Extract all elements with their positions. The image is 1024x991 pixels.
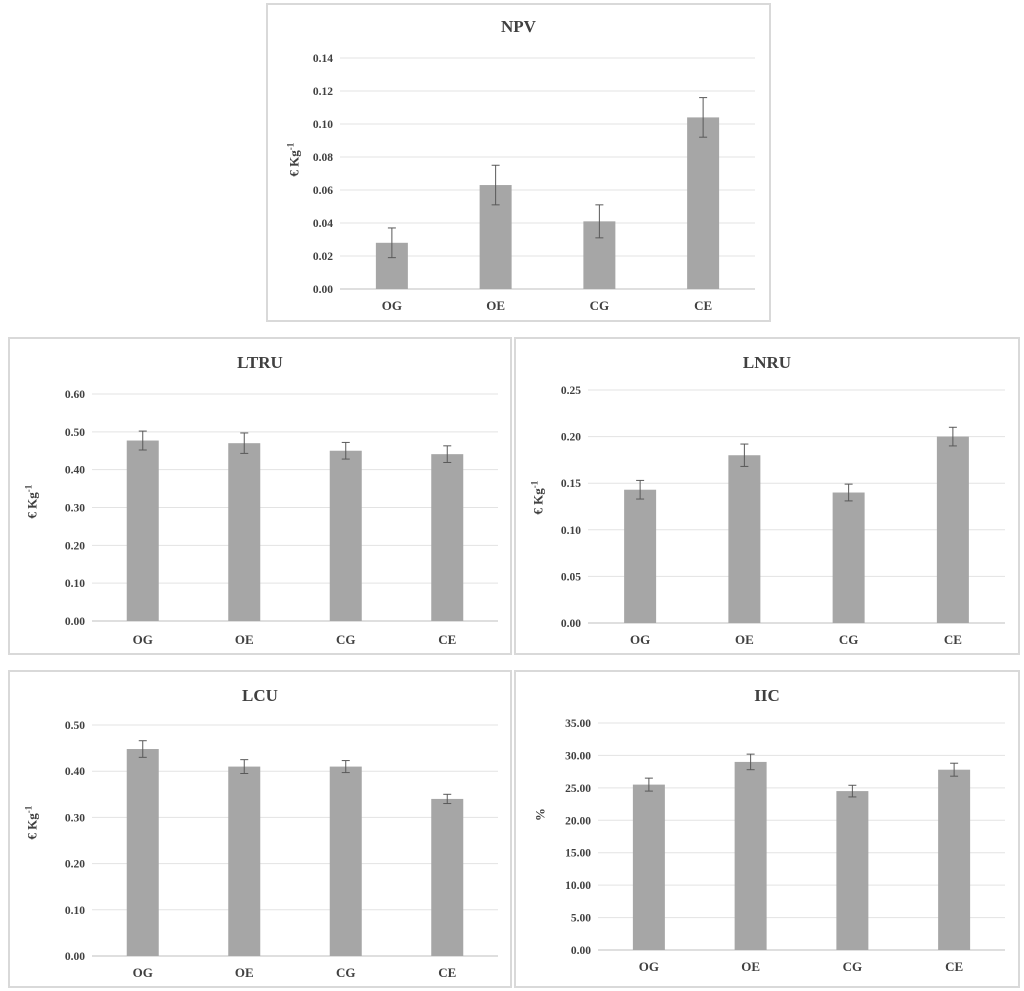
bar-og [126, 440, 159, 621]
bar-og [624, 489, 657, 623]
y-tick-label: 0.15 [561, 478, 581, 490]
y-tick-label: 0.20 [561, 432, 581, 444]
chart-panel-ltru: LTRU € Kg-1 0.00 0.10 0.20 0.30 0.40 0.50 0.60… [8, 337, 512, 655]
y-tick-label: 25.00 [565, 783, 591, 795]
x-tick-label: CG [843, 959, 863, 974]
x-tick-label: CE [944, 632, 962, 647]
bar-cg [329, 450, 362, 621]
chart-title: LNRU [742, 353, 792, 372]
bar-oe [228, 766, 261, 956]
x-tick-label: OG [382, 298, 402, 313]
bar-oe [728, 455, 761, 623]
x-tick-label: CE [438, 965, 456, 980]
bar-cg [832, 492, 865, 623]
y-tick-label: 0.02 [313, 251, 333, 263]
y-tick-label: 0.30 [65, 503, 85, 515]
bar-oe [228, 443, 261, 621]
y-tick-label: 0.00 [65, 616, 85, 628]
y-tick-label: 0.60 [65, 389, 85, 401]
x-tick-label: CG [590, 298, 610, 313]
chart-title: NPV [501, 17, 536, 36]
chart-panel-npv: NPV € Kg-1 0.00 0.02 0.04 0.06 0.08 0.10 0.12 0… [266, 3, 771, 322]
y-tick-label: 0.50 [65, 720, 85, 732]
y-tick-label: 15.00 [565, 848, 591, 860]
y-tick-label: 0.04 [313, 218, 333, 230]
chart-plot-npv: 0.00 0.02 0.04 0.06 0.08 0.10 0.12 0.14 OG OE CG CE [313, 53, 755, 313]
y-tick-label: 0.10 [561, 525, 581, 537]
y-tick-label: 0.08 [313, 152, 333, 164]
x-tick-label: OE [486, 298, 505, 313]
y-tick-label: 0.06 [313, 185, 333, 197]
chart-title: LTRU [237, 353, 283, 372]
y-tick-label: 0.00 [313, 284, 333, 296]
bar-cg [836, 791, 869, 950]
x-tick-label: CE [945, 959, 963, 974]
bar-ce [431, 454, 464, 621]
x-tick-label: CG [839, 632, 859, 647]
chart-plot-lcu: 0.00 0.10 0.20 0.30 0.40 0.50 OG OE CG CE [65, 720, 498, 980]
bar-ce [938, 769, 971, 950]
y-tick-label: 5.00 [571, 913, 591, 925]
y-tick-label: 0.10 [313, 119, 333, 131]
bar-ce [936, 436, 969, 623]
y-tick-label: 35.00 [565, 718, 591, 730]
x-tick-label: CG [336, 632, 356, 647]
y-tick-label: 0.20 [65, 859, 85, 871]
x-tick-label: OG [133, 965, 153, 980]
y-tick-label: 0.10 [65, 578, 85, 590]
bar-cg [329, 766, 362, 956]
y-tick-label: 0.00 [571, 945, 591, 957]
x-tick-label: OE [235, 965, 254, 980]
y-tick-label: 0.10 [65, 905, 85, 917]
y-tick-label: 0.40 [65, 465, 85, 477]
y-tick-label: 0.30 [65, 812, 85, 824]
y-tick-label: 0.20 [65, 540, 85, 552]
chart-panel-iic: IIC % 0.00 5.00 10.00 15.00 20.00 25.00 30.00 3… [514, 670, 1020, 988]
y-tick-label: 20.00 [565, 815, 591, 827]
x-tick-label: OE [741, 959, 760, 974]
x-tick-label: CE [694, 298, 712, 313]
x-tick-label: CG [336, 965, 356, 980]
x-tick-label: CE [438, 632, 456, 647]
y-tick-label: 30.00 [565, 750, 591, 762]
y-tick-label: 0.25 [561, 385, 581, 397]
x-tick-label: OE [735, 632, 754, 647]
bar-ce [687, 117, 720, 290]
y-tick-label: 0.50 [65, 427, 85, 439]
chart-plot-ltru: 0.00 0.10 0.20 0.30 0.40 0.50 0.60 OG OE CG CE [65, 389, 498, 647]
chart-panel-lnru: LNRU € Kg-1 0.00 0.05 0.10 0.15 0.20 0.25 OG OE… [514, 337, 1020, 655]
x-tick-label: OG [133, 632, 153, 647]
bar-og [126, 749, 159, 956]
bar-og [632, 784, 665, 950]
bar-ce [431, 798, 464, 956]
chart-title: LCU [242, 686, 278, 705]
y-tick-label: 0.05 [561, 571, 581, 583]
y-tick-label: 0.00 [561, 618, 581, 630]
chart-plot-iic: 0.00 5.00 10.00 15.00 20.00 25.00 30.00 35.00 OG… [565, 718, 1005, 974]
chart-title: IIC [754, 686, 780, 705]
y-tick-label: 10.00 [565, 880, 591, 892]
bar-oe [734, 761, 767, 950]
chart-plot-lnru: 0.00 0.05 0.10 0.15 0.20 0.25 OG OE CG CE [561, 385, 1005, 647]
y-tick-label: 0.40 [65, 766, 85, 778]
y-tick-label: 0.00 [65, 951, 85, 963]
y-tick-label: 0.14 [313, 53, 333, 65]
x-tick-label: OG [639, 959, 659, 974]
x-tick-label: OG [630, 632, 650, 647]
x-tick-label: OE [235, 632, 254, 647]
chart-panel-lcu: LCU € Kg-1 0.00 0.10 0.20 0.30 0.40 0.50 OG OE C… [8, 670, 512, 988]
y-tick-label: 0.12 [313, 86, 333, 98]
